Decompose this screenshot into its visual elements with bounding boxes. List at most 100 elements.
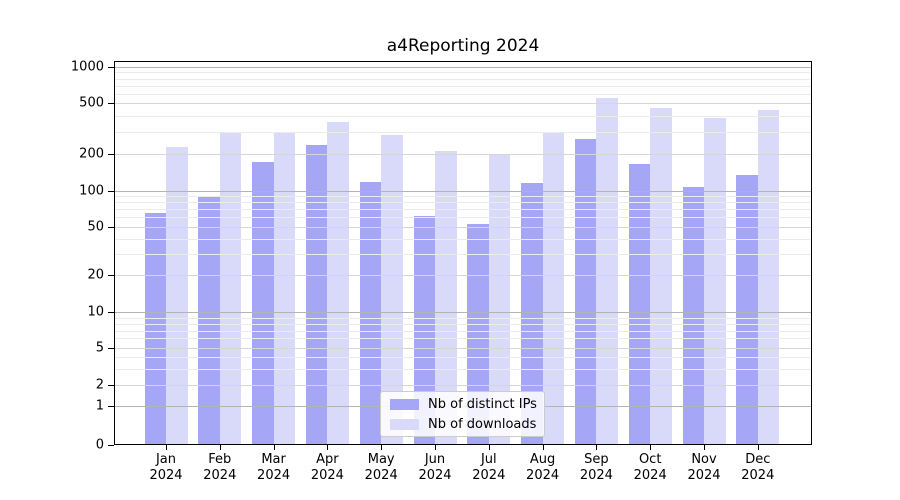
x-tick-mark bbox=[166, 445, 167, 450]
bar-ips-jul bbox=[467, 223, 489, 445]
plot-spine-left bbox=[114, 61, 115, 445]
y-tick-label: 20 bbox=[87, 267, 104, 283]
legend-item-downloads: Nb of downloads bbox=[390, 416, 537, 432]
x-tick-year: 2024 bbox=[310, 467, 344, 483]
y-tick-label: 100 bbox=[79, 183, 104, 198]
bar-downloads-jan bbox=[166, 146, 188, 445]
minor-gridline bbox=[114, 209, 812, 211]
y-tick-mark bbox=[108, 275, 114, 276]
y-tick-mark bbox=[108, 385, 114, 386]
x-tick-label: Mar 2024 bbox=[257, 452, 290, 484]
major-gridline bbox=[114, 153, 812, 155]
plot-spine-bottom bbox=[114, 444, 812, 445]
minor-gridline bbox=[114, 196, 812, 197]
x-tick-year: 2024 bbox=[741, 467, 775, 483]
x-tick-label: Feb 2024 bbox=[203, 452, 236, 484]
x-tick-mark bbox=[327, 445, 329, 450]
y-tick-mark bbox=[108, 190, 114, 192]
x-tick-year: 2024 bbox=[579, 467, 613, 483]
y-tick-mark bbox=[108, 226, 114, 228]
x-tick-label: May 2024 bbox=[365, 452, 398, 484]
major-gridline bbox=[114, 312, 812, 314]
minor-gridline bbox=[114, 238, 812, 240]
y-tick-label: 0 bbox=[95, 437, 104, 453]
y-tick-label: 50 bbox=[87, 219, 104, 235]
x-tick-month: Oct bbox=[638, 452, 662, 467]
x-tick-year: 2024 bbox=[633, 467, 667, 483]
x-tick-year: 2024 bbox=[526, 467, 560, 483]
major-gridline bbox=[114, 226, 812, 228]
x-tick-label: Jul 2024 bbox=[472, 452, 505, 484]
bar-downloads-mar bbox=[273, 132, 296, 445]
y-tick-label: 10 bbox=[87, 304, 104, 320]
x-tick-month: Feb bbox=[208, 452, 232, 467]
x-tick-label: Nov 2024 bbox=[687, 452, 720, 484]
bar-ips-nov bbox=[682, 186, 704, 445]
x-tick-year: 2024 bbox=[418, 467, 452, 483]
x-tick-mark bbox=[704, 445, 705, 450]
y-tick-mark bbox=[108, 312, 114, 314]
x-tick-year: 2024 bbox=[149, 467, 183, 483]
legend-label-downloads: Nb of downloads bbox=[428, 416, 537, 432]
y-tick-label: 1 bbox=[95, 398, 104, 414]
x-tick-label: Apr 2024 bbox=[311, 452, 344, 484]
legend-swatch-distinct-ips bbox=[390, 398, 419, 410]
minor-gridline bbox=[114, 93, 812, 95]
x-tick-month: Jun bbox=[424, 452, 446, 467]
minor-gridline bbox=[114, 356, 812, 358]
major-gridline bbox=[114, 66, 812, 68]
y-tick-mark bbox=[108, 153, 114, 155]
x-tick-label: Jan 2024 bbox=[149, 452, 182, 484]
bars-layer bbox=[114, 61, 812, 445]
x-tick-label: Oct 2024 bbox=[634, 452, 667, 484]
x-tick-year: 2024 bbox=[687, 467, 721, 483]
plot-area bbox=[114, 61, 812, 445]
major-gridline bbox=[114, 385, 812, 386]
grid-layer bbox=[114, 61, 812, 445]
bar-downloads-oct bbox=[650, 108, 672, 445]
x-tick-label: Dec 2024 bbox=[741, 452, 774, 484]
y-tick-label: 200 bbox=[79, 146, 104, 162]
bar-downloads-jun bbox=[435, 150, 457, 445]
y-tick-mark bbox=[108, 103, 114, 105]
bar-downloads-nov bbox=[704, 118, 726, 445]
major-gridline bbox=[114, 190, 812, 192]
x-tick-mark bbox=[435, 445, 436, 450]
bar-downloads-aug bbox=[542, 133, 565, 445]
x-tick-mark bbox=[596, 445, 598, 450]
x-tick-month: Apr bbox=[316, 452, 339, 467]
bar-ips-aug bbox=[521, 182, 543, 445]
y-tick-label: 500 bbox=[79, 95, 104, 111]
bar-downloads-jul bbox=[488, 153, 511, 445]
minor-gridline bbox=[114, 217, 812, 219]
x-tick-mark bbox=[273, 445, 275, 450]
minor-gridline bbox=[114, 317, 812, 319]
x-tick-year: 2024 bbox=[203, 467, 237, 483]
x-tick-year: 2024 bbox=[364, 467, 398, 483]
x-tick-month: Jul bbox=[480, 452, 497, 467]
x-tick-month: Mar bbox=[261, 452, 286, 467]
x-tick-year: 2024 bbox=[472, 467, 506, 483]
bar-ips-apr bbox=[305, 144, 328, 445]
x-tick-mark bbox=[542, 445, 544, 450]
legend-label-distinct-ips: Nb of distinct IPs bbox=[428, 396, 537, 412]
x-tick-mark bbox=[219, 445, 221, 450]
bar-ips-dec bbox=[736, 174, 758, 445]
minor-gridline bbox=[114, 115, 812, 117]
x-tick-label: Sep 2024 bbox=[580, 452, 613, 484]
minor-gridline bbox=[114, 338, 812, 340]
legend: Nb of distinct IPs Nb of downloads bbox=[380, 391, 545, 437]
x-tick-mark bbox=[757, 445, 759, 450]
minor-gridline bbox=[114, 131, 812, 133]
bar-ips-feb bbox=[198, 196, 220, 445]
y-tick-label: 5 bbox=[95, 340, 104, 356]
y-tick-mark bbox=[108, 66, 114, 68]
x-tick-month: Nov bbox=[691, 452, 717, 467]
x-tick-label: Aug 2024 bbox=[526, 452, 559, 484]
x-tick-month: Sep bbox=[584, 452, 609, 467]
x-tick-mark bbox=[488, 445, 490, 450]
minor-gridline bbox=[114, 72, 812, 74]
x-tick-year: 2024 bbox=[257, 467, 291, 483]
bar-ips-oct bbox=[628, 164, 651, 445]
